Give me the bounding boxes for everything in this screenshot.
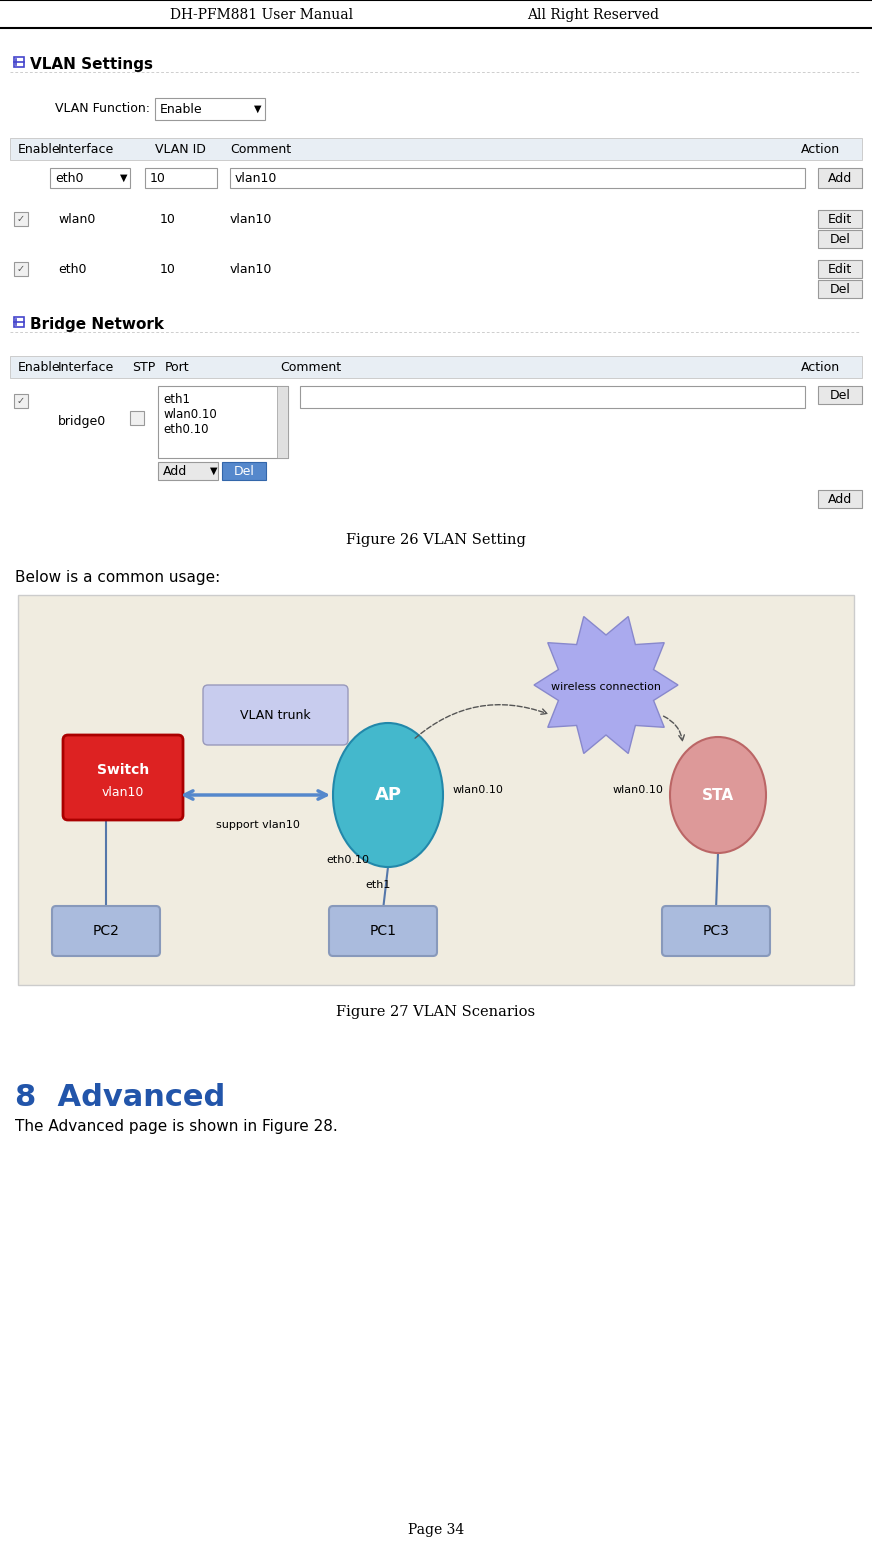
Text: PC3: PC3: [703, 924, 730, 938]
Text: Interface: Interface: [58, 142, 114, 156]
Bar: [222, 463, 266, 480]
Text: 8  Advanced: 8 Advanced: [15, 1083, 225, 1112]
Text: Figure 26 VLAN Setting: Figure 26 VLAN Setting: [346, 533, 526, 547]
Text: Page 34: Page 34: [408, 1524, 464, 1538]
Text: Enable: Enable: [160, 103, 202, 115]
Text: eth1: eth1: [365, 880, 391, 890]
Text: The Advanced page is shown in Figure 28.: The Advanced page is shown in Figure 28.: [15, 1120, 337, 1134]
Text: Add: Add: [163, 464, 187, 477]
Text: wlan0.10: wlan0.10: [612, 785, 664, 795]
Text: Del: Del: [829, 232, 850, 246]
Text: ✓: ✓: [17, 396, 25, 407]
Bar: [818, 231, 862, 248]
Text: eth0.10: eth0.10: [163, 422, 208, 436]
Text: wlan0.10: wlan0.10: [453, 785, 504, 795]
Text: vlan10: vlan10: [230, 262, 272, 276]
Bar: [818, 168, 862, 189]
Bar: [818, 280, 862, 298]
FancyBboxPatch shape: [662, 907, 770, 957]
Bar: [14, 262, 28, 276]
Bar: [10, 139, 862, 160]
Bar: [145, 168, 217, 189]
Text: ▼: ▼: [254, 104, 262, 114]
Text: Bridge Network: Bridge Network: [30, 316, 164, 332]
Text: Enable: Enable: [18, 360, 61, 374]
Text: DH-PFM881 User Manual: DH-PFM881 User Manual: [170, 8, 353, 22]
Polygon shape: [534, 617, 678, 754]
Text: vlan10: vlan10: [102, 785, 144, 799]
Bar: [18, 595, 854, 985]
Text: Del: Del: [829, 388, 850, 402]
Text: VLAN ID: VLAN ID: [155, 142, 206, 156]
Text: Interface: Interface: [58, 360, 114, 374]
Text: Port: Port: [165, 360, 189, 374]
Bar: [277, 386, 288, 458]
Bar: [130, 411, 144, 425]
Bar: [14, 394, 28, 408]
Text: ▼: ▼: [120, 173, 127, 182]
Text: support vlan10: support vlan10: [216, 820, 300, 830]
Text: vlan10: vlan10: [230, 212, 272, 226]
Text: 10: 10: [150, 171, 166, 184]
Text: VLAN trunk: VLAN trunk: [240, 709, 310, 721]
Bar: [158, 386, 288, 458]
Text: 10: 10: [160, 212, 176, 226]
Text: Action: Action: [800, 142, 840, 156]
Text: eth0: eth0: [58, 262, 86, 276]
Bar: [14, 212, 28, 226]
Text: Del: Del: [234, 464, 255, 477]
Text: ✓: ✓: [17, 263, 25, 274]
Text: Comment: Comment: [280, 360, 341, 374]
Ellipse shape: [670, 737, 766, 852]
Text: Below is a common usage:: Below is a common usage:: [15, 570, 221, 584]
Text: wlan0: wlan0: [58, 212, 95, 226]
Bar: [14, 58, 24, 67]
Text: Figure 27 VLAN Scenarios: Figure 27 VLAN Scenarios: [337, 1005, 535, 1019]
Bar: [818, 491, 862, 508]
Bar: [230, 168, 805, 189]
Text: Enable: Enable: [18, 142, 61, 156]
Text: ▼: ▼: [210, 466, 217, 477]
Bar: [300, 386, 805, 408]
Bar: [818, 210, 862, 227]
Text: VLAN Function:: VLAN Function:: [55, 101, 150, 114]
Text: STP: STP: [132, 360, 155, 374]
Bar: [10, 355, 862, 379]
Text: PC2: PC2: [92, 924, 119, 938]
FancyBboxPatch shape: [52, 907, 160, 957]
Text: ✓: ✓: [17, 213, 25, 224]
Text: VLAN Settings: VLAN Settings: [30, 56, 153, 72]
Ellipse shape: [333, 723, 443, 866]
Text: Del: Del: [829, 282, 850, 296]
Text: Edit: Edit: [828, 262, 852, 276]
Text: Edit: Edit: [828, 212, 852, 226]
Text: eth0.10: eth0.10: [326, 855, 370, 865]
Text: Add: Add: [828, 171, 852, 184]
Bar: [50, 168, 130, 189]
Bar: [818, 386, 862, 404]
Text: PC1: PC1: [370, 924, 397, 938]
Bar: [155, 98, 265, 120]
Text: 10: 10: [160, 262, 176, 276]
FancyBboxPatch shape: [63, 735, 183, 820]
Text: wlan0.10: wlan0.10: [163, 408, 217, 421]
Text: bridge0: bridge0: [58, 414, 106, 427]
Text: All Right Reserved: All Right Reserved: [527, 8, 659, 22]
Text: wireless connection: wireless connection: [551, 682, 661, 692]
FancyBboxPatch shape: [203, 686, 348, 745]
Text: Add: Add: [828, 492, 852, 505]
Bar: [818, 260, 862, 277]
Text: eth0: eth0: [55, 171, 84, 184]
Text: Comment: Comment: [230, 142, 291, 156]
Text: Switch: Switch: [97, 763, 149, 777]
Text: STA: STA: [702, 787, 734, 802]
Bar: [158, 463, 218, 480]
Bar: [14, 316, 24, 327]
Text: vlan10: vlan10: [235, 171, 277, 184]
Text: AP: AP: [374, 785, 401, 804]
FancyBboxPatch shape: [329, 907, 437, 957]
Text: Action: Action: [800, 360, 840, 374]
Text: eth1: eth1: [163, 393, 190, 405]
